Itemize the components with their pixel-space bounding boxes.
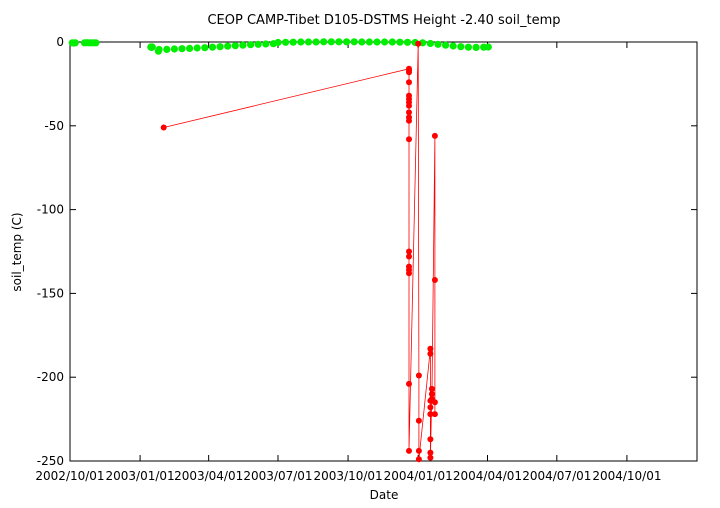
series-1-point bbox=[406, 248, 412, 255]
series-1-point bbox=[406, 253, 412, 260]
series-0-point bbox=[231, 42, 239, 50]
series-0-point bbox=[282, 38, 290, 46]
series-0-point bbox=[464, 43, 472, 51]
series-1-point bbox=[406, 109, 412, 116]
y-tick-label: -100 bbox=[37, 203, 64, 217]
series-0-point bbox=[403, 38, 412, 46]
x-tick-label: 2003/01/01 bbox=[106, 469, 175, 483]
series-0-point bbox=[426, 39, 434, 48]
series-0-point bbox=[163, 45, 171, 54]
series-1-point bbox=[415, 447, 422, 454]
series-0-point bbox=[449, 42, 457, 50]
series-0-point bbox=[312, 38, 320, 46]
series-1-point bbox=[427, 449, 434, 456]
series-1-point bbox=[427, 454, 434, 461]
y-axis-label: soil_temp (C) bbox=[10, 212, 24, 291]
x-tick-label: 2003/10/01 bbox=[313, 469, 382, 483]
chart-title: CEOP CAMP-Tibet D105-DSTMS Height -2.40 … bbox=[207, 13, 560, 28]
series-1-point bbox=[406, 117, 412, 124]
series-0-point bbox=[262, 40, 270, 48]
series-0-point bbox=[350, 38, 358, 46]
series-0-point bbox=[373, 38, 381, 46]
x-tick-label: 2004/07/01 bbox=[522, 469, 591, 483]
series-0-point bbox=[155, 45, 163, 54]
series-0-point bbox=[208, 43, 217, 51]
series-0-point bbox=[365, 38, 373, 46]
series-1-point bbox=[431, 411, 438, 418]
y-tick-label: -250 bbox=[37, 454, 64, 468]
series-0-point bbox=[92, 39, 100, 47]
series-0-point bbox=[186, 44, 194, 53]
series-0-point bbox=[304, 38, 313, 46]
series-0-point bbox=[381, 38, 389, 46]
x-tick-label: 2004/01/01 bbox=[384, 469, 453, 483]
plot-frame bbox=[69, 41, 698, 462]
series-1-point bbox=[431, 277, 438, 283]
x-tick-label: 2002/10/01 bbox=[35, 469, 104, 483]
series-1-point bbox=[427, 345, 434, 352]
x-tick-label: 2003/07/01 bbox=[243, 469, 312, 483]
series-1-point bbox=[428, 391, 435, 397]
series-0-point bbox=[201, 44, 209, 52]
series-0-point bbox=[170, 45, 178, 53]
x-tick-label: 2004/10/01 bbox=[592, 469, 661, 483]
x-tick-label: 2004/04/01 bbox=[453, 469, 522, 483]
series-1-point bbox=[160, 124, 167, 131]
x-tick-label: 2003/04/01 bbox=[174, 469, 243, 483]
series-1-point bbox=[406, 447, 412, 454]
series-0-point bbox=[239, 41, 247, 49]
y-tick-label: -150 bbox=[37, 286, 64, 300]
series-1-point bbox=[428, 385, 435, 392]
series-0-point bbox=[396, 38, 404, 46]
series-0-point bbox=[274, 38, 282, 47]
series-1-point bbox=[431, 132, 438, 139]
series-0-point bbox=[358, 38, 366, 46]
series-1-point bbox=[427, 404, 434, 411]
series-0-point bbox=[472, 43, 480, 52]
series-1-point bbox=[406, 136, 412, 143]
series-1-point bbox=[406, 380, 412, 387]
series-0-point bbox=[148, 43, 156, 51]
series-0-point bbox=[327, 38, 335, 46]
series-0-point bbox=[335, 38, 343, 46]
series-0-point bbox=[388, 38, 396, 46]
series-0-point bbox=[297, 38, 305, 46]
series-1-point bbox=[406, 102, 412, 109]
y-tick-label: -200 bbox=[37, 370, 64, 384]
series-0-point bbox=[224, 42, 232, 50]
series-1-point bbox=[415, 417, 422, 424]
series-0-point bbox=[216, 43, 224, 51]
series-0-point bbox=[320, 38, 328, 46]
series-0-point bbox=[484, 43, 492, 51]
series-0-point bbox=[178, 45, 186, 53]
series-0-point bbox=[434, 40, 442, 48]
y-tick-label: -50 bbox=[44, 119, 64, 133]
series-0-point bbox=[254, 40, 262, 48]
series-1-point bbox=[406, 69, 412, 76]
series-1-point bbox=[427, 436, 434, 443]
series-0-point bbox=[343, 38, 351, 46]
series-1-point bbox=[427, 350, 434, 357]
series-0-point bbox=[442, 41, 450, 49]
series-1-point bbox=[427, 411, 434, 418]
series-0-point bbox=[247, 41, 255, 49]
series-1-point bbox=[415, 456, 422, 463]
series-1-point bbox=[406, 270, 412, 277]
series-0-point bbox=[457, 43, 465, 51]
series-0-point bbox=[71, 39, 79, 47]
series-1-point bbox=[415, 372, 422, 379]
series-0-point bbox=[193, 44, 201, 52]
series-1-point bbox=[415, 40, 422, 47]
y-tick-label: 0 bbox=[56, 35, 64, 49]
series-1-point bbox=[406, 79, 412, 86]
x-axis-label: Date bbox=[370, 488, 399, 502]
series-1-line bbox=[163, 43, 436, 460]
series-1-point bbox=[431, 399, 438, 406]
series-0-point bbox=[289, 38, 297, 46]
